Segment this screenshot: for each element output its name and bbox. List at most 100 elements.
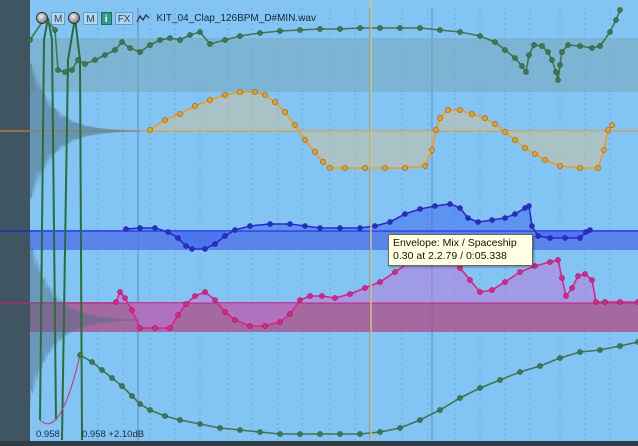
envelope-point-green[interactable] (337, 26, 343, 32)
envelope-point-magenta[interactable] (602, 299, 608, 305)
envelope-point-blue[interactable] (123, 226, 129, 232)
envelope-point-blue[interactable] (175, 235, 181, 241)
envelope-point-blue[interactable] (202, 246, 208, 252)
envelope-point-green-lower[interactable] (337, 431, 343, 437)
envelope-point-magenta[interactable] (532, 263, 538, 269)
envelope-point-green[interactable] (519, 63, 525, 69)
envelope-point-orange[interactable] (445, 107, 451, 113)
envelope-point-blue[interactable] (183, 243, 189, 249)
envelope-point-green[interactable] (531, 42, 537, 48)
envelope-point-magenta[interactable] (332, 295, 338, 301)
envelope-point-green[interactable] (92, 57, 98, 63)
envelope-point-magenta[interactable] (277, 319, 283, 325)
envelope-point-green-lower[interactable] (277, 431, 283, 437)
envelope-point-magenta[interactable] (262, 323, 268, 329)
envelope-point-blue[interactable] (447, 201, 453, 207)
envelope-point-orange[interactable] (557, 163, 563, 169)
envelope-point-green[interactable] (82, 61, 88, 67)
pan-knob-icon[interactable] (68, 12, 81, 24)
envelope-point-orange[interactable] (502, 129, 508, 135)
envelope-point-green-lower[interactable] (437, 407, 443, 413)
envelope-point-orange[interactable] (147, 127, 153, 133)
envelope-point-magenta[interactable] (517, 269, 523, 275)
envelope-point-green-lower[interactable] (137, 401, 143, 407)
envelope-point-green[interactable] (526, 52, 532, 58)
envelope-point-magenta[interactable] (247, 323, 253, 329)
envelope-point-magenta[interactable] (589, 277, 595, 283)
envelope-point-magenta[interactable] (563, 293, 569, 299)
envelope-icon[interactable] (136, 12, 150, 25)
envelope-point-blue[interactable] (232, 227, 238, 233)
envelope-point-green[interactable] (102, 52, 108, 58)
envelope-point-orange[interactable] (162, 117, 168, 123)
envelope-point-green-lower[interactable] (317, 431, 323, 437)
envelope-point-green[interactable] (237, 33, 243, 39)
volume-knob-icon[interactable] (36, 12, 48, 24)
envelope-point-magenta[interactable] (222, 309, 228, 315)
envelope-point-magenta[interactable] (152, 325, 158, 331)
envelope-point-orange[interactable] (252, 89, 258, 95)
envelope-point-blue[interactable] (577, 235, 583, 241)
envelope-point-green-lower[interactable] (497, 377, 503, 383)
envelope-point-magenta[interactable] (137, 325, 143, 331)
envelope-point-green[interactable] (457, 29, 463, 35)
envelope-point-blue[interactable] (152, 225, 158, 231)
envelope-point-green[interactable] (597, 43, 603, 49)
envelope-point-blue[interactable] (402, 211, 408, 217)
envelope-point-magenta[interactable] (113, 299, 119, 305)
envelope-point-magenta[interactable] (362, 285, 368, 291)
envelope-point-orange[interactable] (362, 165, 368, 171)
envelope-point-green-lower[interactable] (99, 367, 105, 373)
envelope-point-blue[interactable] (526, 203, 532, 209)
envelope-point-green[interactable] (553, 69, 559, 75)
envelope-point-orange[interactable] (312, 149, 318, 155)
envelope-point-blue[interactable] (317, 225, 323, 231)
envelope-point-orange[interactable] (601, 147, 607, 153)
envelope-point-green[interactable] (417, 25, 423, 31)
envelope-point-green-lower[interactable] (89, 359, 95, 365)
envelope-point-green[interactable] (69, 67, 75, 73)
envelope-point-green[interactable] (589, 45, 595, 51)
envelope-point-orange[interactable] (577, 165, 583, 171)
envelope-point-blue[interactable] (222, 233, 228, 239)
envelope-point-green[interactable] (167, 35, 173, 41)
envelope-point-magenta[interactable] (457, 265, 463, 271)
envelope-point-green-lower[interactable] (147, 407, 153, 413)
envelope-point-green-lower[interactable] (517, 369, 523, 375)
envelope-point-magenta[interactable] (297, 297, 303, 303)
envelope-point-green-lower[interactable] (377, 429, 383, 435)
envelope-point-orange[interactable] (272, 99, 278, 105)
envelope-point-blue[interactable] (417, 206, 423, 212)
envelope-point-magenta[interactable] (232, 317, 238, 323)
envelope-point-blue[interactable] (547, 235, 553, 241)
envelope-point-green[interactable] (277, 28, 283, 34)
envelope-point-orange[interactable] (605, 127, 611, 133)
envelope-point-green[interactable] (377, 25, 383, 31)
envelope-point-magenta[interactable] (467, 277, 473, 283)
take-fx-button[interactable]: FX (114, 11, 134, 25)
envelope-point-blue[interactable] (587, 227, 593, 233)
envelope-point-green-lower[interactable] (109, 375, 115, 381)
envelope-point-blue[interactable] (535, 233, 541, 239)
envelope-point-green[interactable] (477, 33, 483, 39)
envelope-point-magenta[interactable] (167, 325, 173, 331)
envelope-point-blue[interactable] (357, 225, 363, 231)
envelope-point-green-lower[interactable] (477, 385, 483, 391)
envelope-point-green-lower[interactable] (537, 363, 543, 369)
envelope-point-green[interactable] (62, 69, 68, 75)
envelope-point-green[interactable] (197, 29, 203, 35)
envelope-point-magenta[interactable] (582, 271, 588, 277)
envelope-point-green-lower[interactable] (597, 347, 603, 353)
envelope-point-orange[interactable] (512, 137, 518, 143)
envelope-point-magenta[interactable] (502, 279, 508, 285)
envelope-point-magenta[interactable] (377, 279, 383, 285)
envelope-point-orange[interactable] (492, 121, 498, 127)
envelope-point-blue[interactable] (502, 215, 508, 221)
envelope-point-blue[interactable] (465, 215, 471, 221)
envelope-point-green[interactable] (52, 27, 58, 33)
envelope-point-green[interactable] (157, 37, 163, 43)
envelope-point-magenta[interactable] (129, 307, 135, 313)
envelope-point-orange[interactable] (469, 111, 475, 117)
envelope-point-magenta[interactable] (307, 293, 313, 299)
envelope-point-green[interactable] (565, 42, 571, 48)
